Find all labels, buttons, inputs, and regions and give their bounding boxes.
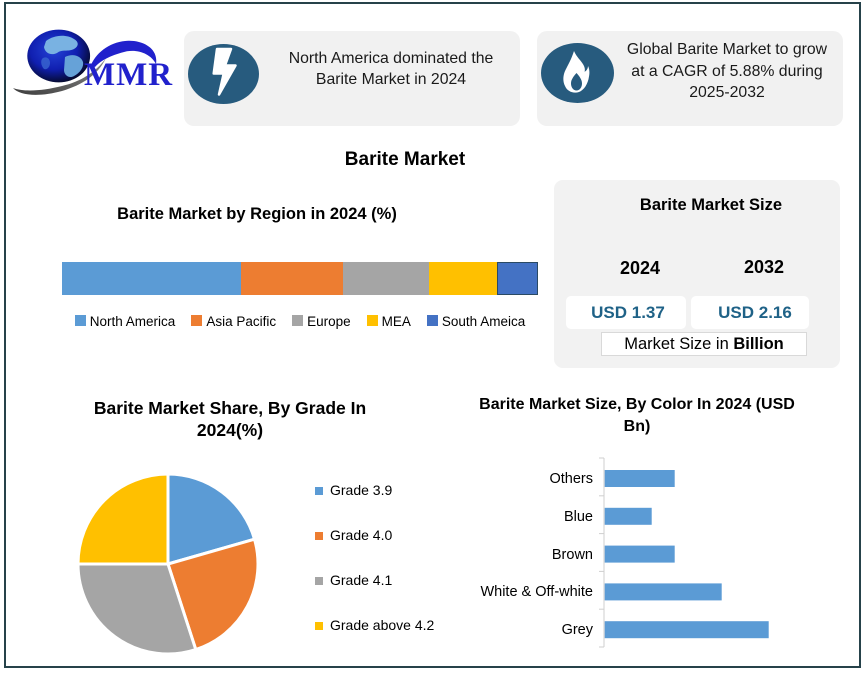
svg-text:MMR: MMR <box>84 57 173 93</box>
